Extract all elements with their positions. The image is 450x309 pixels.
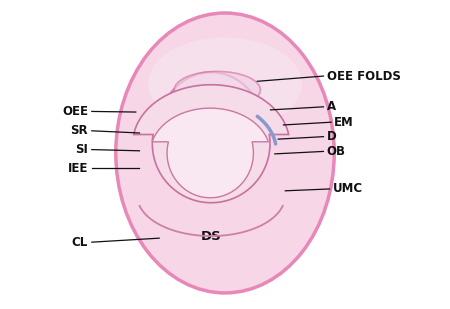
Text: SI: SI — [75, 143, 88, 156]
Text: DP: DP — [198, 163, 219, 176]
Text: D: D — [327, 130, 336, 143]
Ellipse shape — [166, 90, 256, 191]
Text: CL: CL — [72, 236, 88, 249]
Text: OEE: OEE — [62, 105, 88, 118]
Text: DS: DS — [201, 230, 222, 243]
Text: EM: EM — [334, 116, 354, 129]
Ellipse shape — [116, 13, 334, 293]
Polygon shape — [134, 85, 288, 203]
Ellipse shape — [158, 72, 264, 191]
Text: OEE FOLDS: OEE FOLDS — [327, 70, 400, 83]
Text: OB: OB — [327, 145, 346, 158]
Text: UMC: UMC — [333, 182, 363, 196]
Ellipse shape — [148, 38, 302, 130]
Text: SR: SR — [71, 124, 88, 137]
Text: EO: EO — [179, 112, 199, 126]
Polygon shape — [152, 108, 268, 198]
Text: IEE: IEE — [68, 162, 88, 175]
Text: A: A — [327, 100, 336, 113]
Ellipse shape — [174, 71, 261, 108]
